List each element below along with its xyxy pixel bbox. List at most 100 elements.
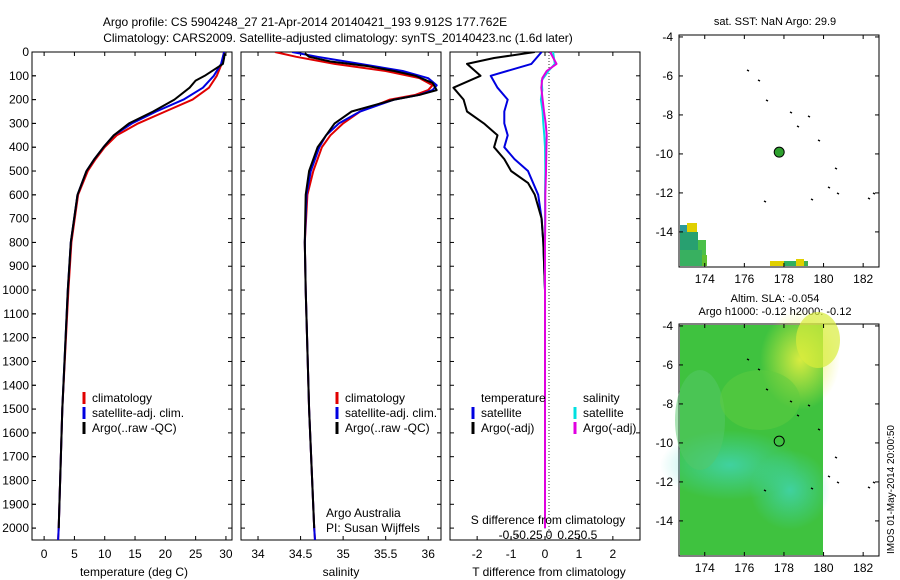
map-y-tick-label: -14: [656, 514, 674, 528]
map-y-tick-label: -12: [656, 186, 674, 200]
x-tick-label: 35.5: [374, 547, 398, 561]
island: [746, 358, 750, 361]
sla-map-field: [660, 310, 840, 555]
sst-map-coverage: [680, 223, 808, 266]
series-line-temperature-argo-adj-: [452, 52, 546, 529]
island: [746, 69, 750, 72]
x-tick-label: 2: [610, 547, 617, 561]
depth-tick-label: 900: [9, 259, 29, 273]
depth-tick-label: 600: [9, 188, 29, 202]
map-x-tick-label: 178: [774, 561, 794, 575]
map-x-tick-label: 180: [814, 272, 834, 286]
island: [796, 125, 800, 128]
depth-tick-label: 1800: [2, 473, 29, 487]
difference-legend: temperature salinity satellite Argo(-adj…: [471, 391, 637, 527]
x-tick-label: 36: [422, 547, 436, 561]
legend-label-argo: Argo(..raw -QC): [92, 421, 177, 435]
x-tick-label: 0: [41, 547, 48, 561]
argo-position-ring: [773, 435, 785, 447]
depth-tick-label: 1200: [2, 331, 29, 345]
x-tick-label: 15: [128, 547, 142, 561]
island: [807, 404, 811, 407]
island: [765, 99, 769, 102]
island: [817, 139, 821, 142]
map-y-tick-label: -8: [662, 108, 673, 122]
x-tick-label: -1: [506, 547, 517, 561]
s-tick-label: -0.25: [515, 528, 543, 542]
sla-map-title-line1: Altim. SLA: -0.054: [731, 293, 820, 305]
legend-label-sal-argo: Argo(-adj): [583, 421, 636, 435]
depth-tick-label: 500: [9, 164, 29, 178]
legend-label-temp-satellite: satellite: [481, 406, 522, 420]
s-tick-label: -0.5: [499, 528, 520, 542]
island: [789, 400, 793, 403]
sla-map-islands: [746, 358, 876, 492]
x-tick-label: -2: [472, 547, 483, 561]
imos-timestamp: IMOS 01-May-2014 20:00:50: [886, 425, 897, 554]
x-tick-label: 0: [542, 547, 549, 561]
legend-label-climatology: climatology: [345, 391, 405, 405]
salinity-series: [274, 52, 438, 540]
x-tick-label: 25: [189, 547, 203, 561]
island: [834, 456, 838, 459]
depth-tick-label: 1100: [3, 307, 29, 321]
island: [763, 200, 767, 203]
map-y-tick-label: -4: [662, 319, 673, 333]
island: [765, 388, 769, 391]
depth-tick-label: 0: [22, 45, 29, 59]
legend-label-argo: Argo(..raw -QC): [345, 421, 430, 435]
depth-tick-label: 200: [9, 93, 29, 107]
map-x-tick-label: 176: [734, 272, 754, 286]
map-y-tick-label: -8: [662, 397, 673, 411]
temperature-axis-label: temperature (deg C): [80, 565, 188, 579]
map-x-tick-label: 178: [774, 272, 794, 286]
legend-title-salinity: salinity: [583, 391, 620, 405]
island: [810, 198, 814, 201]
salinity-panel: [240, 51, 442, 541]
sst-map-islands: [746, 69, 876, 203]
difference-series: [452, 52, 558, 529]
map-y-tick-label: -10: [656, 147, 674, 161]
island: [817, 428, 821, 431]
sst-map-title: sat. SST: NaN Argo: 29.9: [714, 16, 836, 28]
depth-tick-label: 300: [9, 116, 29, 130]
island: [827, 475, 831, 478]
s-tick-label: 0.25: [557, 528, 581, 542]
island: [796, 414, 800, 417]
map-x-tick-label: 182: [853, 561, 873, 575]
island: [867, 197, 871, 200]
depth-axis: 0 100 200 300 400 500 600 700 800 900 1000 1100 1200…: [2, 45, 36, 535]
legend-label-temp-argo: Argo(-adj): [481, 421, 534, 435]
depth-tick-label: 1600: [2, 426, 29, 440]
argo-position-marker: [773, 146, 785, 158]
island: [834, 167, 838, 170]
map-y-tick-label: -6: [662, 69, 673, 83]
salinity-legend: climatology satellite-adj. clim. Argo(..…: [326, 391, 437, 535]
map-y-tick-label: -10: [656, 436, 674, 450]
map-y-tick-label: -4: [662, 30, 673, 44]
island: [836, 481, 840, 484]
legend-label-satellite: satellite-adj. clim.: [92, 406, 184, 420]
map-x-tick-label: 174: [695, 561, 715, 575]
map-x-tick-label: 182: [853, 272, 873, 286]
x-tick-label: 30: [219, 547, 233, 561]
island: [872, 192, 876, 195]
legend-label-sal-satellite: satellite: [583, 406, 624, 420]
depth-tick-label: 700: [9, 212, 29, 226]
island: [867, 486, 871, 489]
legend-label-satellite: satellite-adj. clim.: [345, 406, 437, 420]
temperature-x-axis: 0 5 10 15 20 25 30: [32, 51, 233, 561]
map-x-tick-label: 180: [814, 561, 834, 575]
island: [757, 79, 761, 82]
sst-map-axes: 174 176 178 180 182 -4 -6 -8 -10 -12 -14: [656, 30, 879, 286]
x-tick-label: 34.5: [289, 547, 313, 561]
x-tick-label: 5: [71, 547, 78, 561]
series-line-argo-raw-qc-: [303, 52, 438, 529]
x-tick-label: 10: [98, 547, 112, 561]
depth-tick-label: 1700: [2, 450, 29, 464]
depth-tick-label: 1500: [2, 402, 29, 416]
map-y-tick-label: -14: [656, 225, 674, 239]
legend-label-climatology: climatology: [92, 391, 152, 405]
